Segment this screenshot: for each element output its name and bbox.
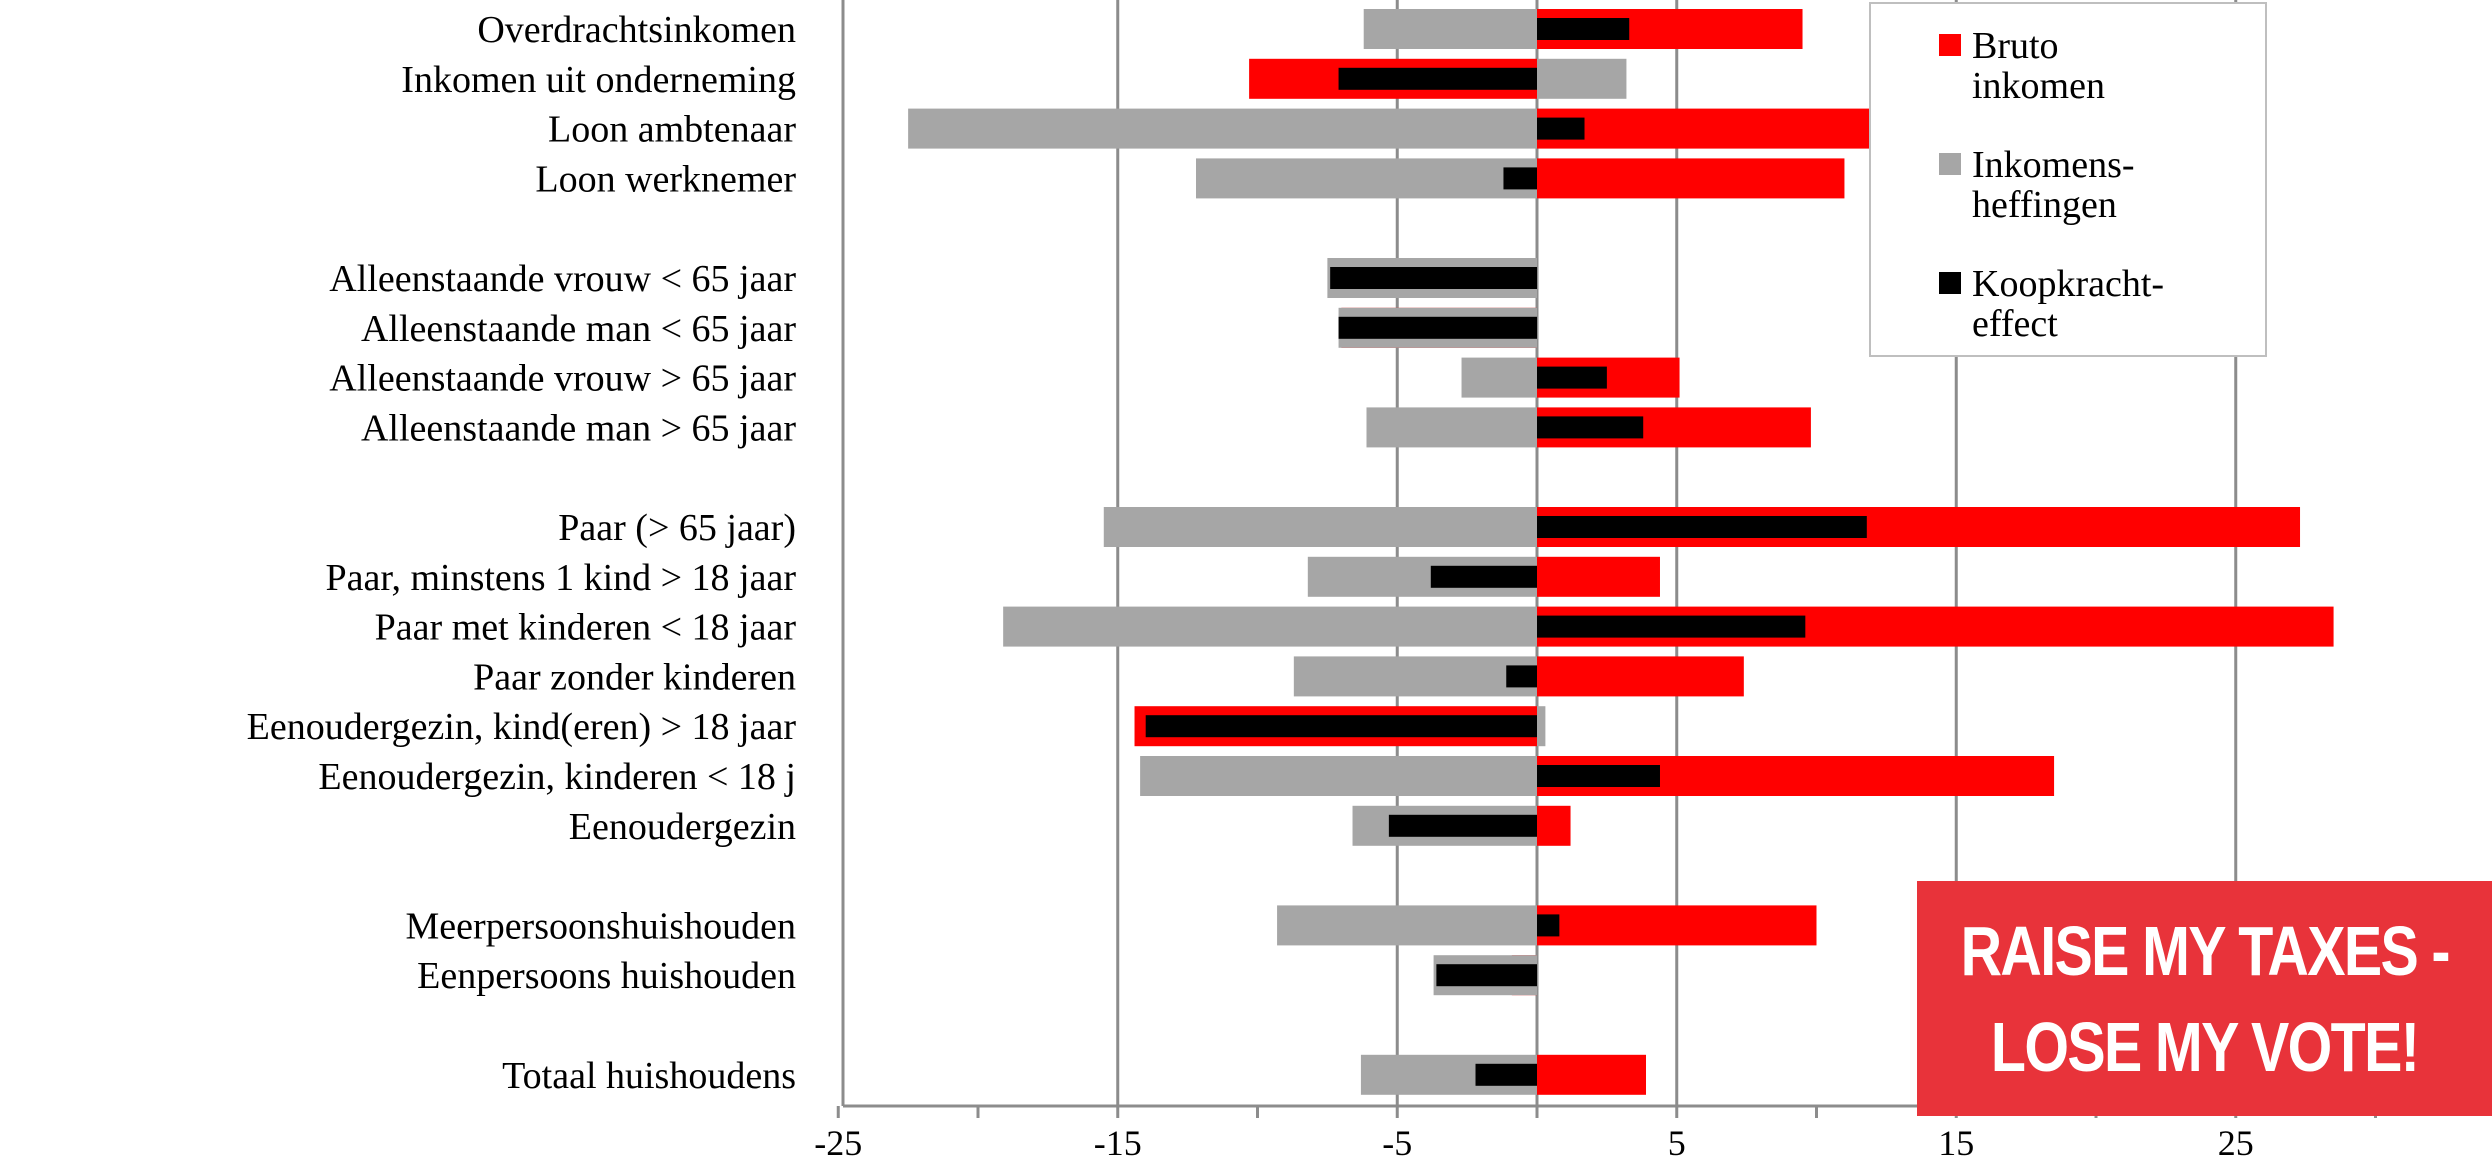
category-label: Paar (> 65 jaar) — [558, 507, 796, 549]
category-label: Eenoudergezin, kinderen < 18 j — [318, 756, 796, 798]
x-tick-label: -25 — [814, 1123, 862, 1161]
category-label: Paar met kinderen < 18 jaar — [375, 607, 797, 649]
category-label: Alleenstaande vrouw > 65 jaar — [329, 358, 796, 400]
bar-bruto-inkomen — [1537, 905, 1817, 946]
bar-koopkracht-effect — [1537, 516, 1867, 538]
category-label: Alleenstaande man < 65 jaar — [361, 308, 796, 350]
bar-bruto-inkomen — [1537, 556, 1660, 597]
category-label: Eenoudergezin — [569, 806, 796, 848]
category-label: Overdrachtsinkomen — [477, 9, 796, 51]
bar-inkomensheffingen — [1140, 756, 1537, 796]
bar-inkomensheffingen — [908, 108, 1537, 149]
bar-inkomensheffingen — [1363, 9, 1537, 49]
category-label: Totaal huishoudens — [502, 1055, 796, 1097]
bar-koopkracht-effect — [1506, 665, 1537, 688]
bar-koopkracht-effect — [1537, 765, 1660, 787]
bar-inkomensheffingen — [1537, 58, 1627, 99]
bar-koopkracht-effect — [1537, 416, 1644, 439]
category-label: Eenoudergezin, kind(eren) > 18 jaar — [247, 706, 797, 748]
banner-line-1: RAISE MY TAXES - — [1960, 911, 2450, 990]
bar-koopkracht-effect — [1430, 565, 1537, 588]
category-label: Alleenstaande man > 65 jaar — [361, 407, 796, 449]
bar-inkomensheffingen — [1277, 905, 1537, 946]
category-label: Paar, minstens 1 kind > 18 jaar — [325, 557, 796, 599]
legend-swatch — [1939, 153, 1961, 175]
x-tick-label: 15 — [1938, 1123, 1974, 1161]
bar-inkomensheffingen — [1293, 656, 1537, 697]
bar-koopkracht-effect — [1338, 316, 1537, 339]
bar-koopkracht-effect — [1537, 914, 1560, 937]
legend-swatch — [1939, 34, 1961, 56]
category-label: Loon ambtenaar — [548, 109, 796, 151]
legend-box — [1869, 2, 2267, 357]
category-label: Loon werknemer — [535, 158, 796, 200]
category-label: Inkomen uit onderneming — [401, 59, 796, 101]
bar-koopkracht-effect — [1537, 18, 1630, 40]
bar-bruto-inkomen — [1537, 805, 1571, 846]
protest-banner: RAISE MY TAXES - LOSE MY VOTE! — [1917, 881, 2492, 1116]
bar-koopkracht-effect — [1537, 615, 1806, 638]
bars-koopkracht-effect — [1145, 18, 1867, 1086]
category-label: Meerpersoonshuishouden — [406, 905, 796, 947]
bar-koopkracht-effect — [1338, 67, 1537, 90]
bar-bruto-inkomen — [1537, 108, 1873, 149]
bar-inkomensheffingen — [1366, 407, 1537, 448]
category-label: Paar zonder kinderen — [473, 656, 796, 698]
bar-bruto-inkomen — [1537, 656, 1744, 697]
x-tick-label: 5 — [1668, 1123, 1686, 1161]
bar-inkomensheffingen — [1461, 357, 1537, 398]
legend-label: Koopkracht-effect — [1972, 263, 2164, 345]
category-label: Eenpersoons huishouden — [417, 955, 796, 997]
bar-inkomensheffingen — [1196, 158, 1537, 199]
bar-koopkracht-effect — [1330, 267, 1537, 289]
legend: Bruto inkomen Inkomens-heffingen Koopkracht… — [1869, 2, 2267, 357]
bar-bruto-inkomen — [1537, 158, 1845, 199]
banner-line-2: LOSE MY VOTE! — [1990, 1007, 2420, 1086]
bar-koopkracht-effect — [1388, 814, 1537, 837]
bar-koopkracht-effect — [1145, 715, 1537, 738]
legend-label: Bruto inkomen — [1972, 25, 2105, 107]
bar-inkomensheffingen — [1537, 706, 1546, 747]
bar-koopkracht-effect — [1503, 167, 1537, 190]
bar-koopkracht-effect — [1537, 366, 1607, 389]
x-tick-label: -5 — [1382, 1123, 1412, 1161]
bar-koopkracht-effect — [1475, 1063, 1537, 1086]
legend-label: Inkomens-heffingen — [1972, 144, 2135, 226]
bar-inkomensheffingen — [1003, 606, 1537, 647]
bar-koopkracht-effect — [1436, 964, 1537, 987]
x-tick-label: 25 — [2218, 1123, 2254, 1161]
x-tick-label: -15 — [1094, 1123, 1142, 1161]
category-labels: Overdrachtsinkomen Inkomen uit ondernemin… — [247, 9, 797, 1097]
bar-inkomensheffingen — [1103, 507, 1537, 547]
bar-koopkracht-effect — [1537, 117, 1585, 140]
bar-bruto-inkomen — [1537, 1054, 1647, 1095]
legend-swatch — [1939, 272, 1961, 294]
x-tick-labels: -25 -15 -5 5 15 25 — [814, 1123, 2254, 1161]
category-label: Alleenstaande vrouw < 65 jaar — [329, 258, 796, 300]
